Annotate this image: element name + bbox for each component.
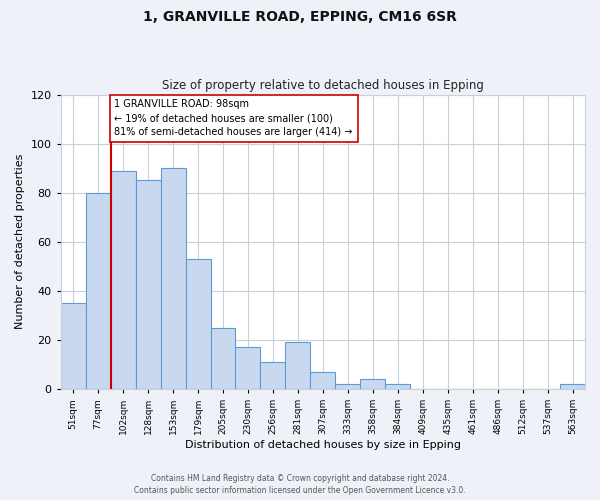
X-axis label: Distribution of detached houses by size in Epping: Distribution of detached houses by size …: [185, 440, 461, 450]
Text: 1, GRANVILLE ROAD, EPPING, CM16 6SR: 1, GRANVILLE ROAD, EPPING, CM16 6SR: [143, 10, 457, 24]
Text: Contains HM Land Registry data © Crown copyright and database right 2024.
Contai: Contains HM Land Registry data © Crown c…: [134, 474, 466, 495]
Bar: [161, 168, 185, 389]
Bar: [235, 348, 260, 389]
Bar: [560, 384, 585, 389]
Bar: [385, 384, 410, 389]
Bar: [335, 384, 361, 389]
Bar: [86, 192, 110, 389]
Bar: [361, 379, 385, 389]
Bar: [61, 303, 86, 389]
Text: 1 GRANVILLE ROAD: 98sqm
← 19% of detached houses are smaller (100)
81% of semi-d: 1 GRANVILLE ROAD: 98sqm ← 19% of detache…: [115, 100, 353, 138]
Bar: [185, 259, 211, 389]
Title: Size of property relative to detached houses in Epping: Size of property relative to detached ho…: [162, 79, 484, 92]
Bar: [136, 180, 161, 389]
Bar: [211, 328, 235, 389]
Bar: [310, 372, 335, 389]
Y-axis label: Number of detached properties: Number of detached properties: [15, 154, 25, 330]
Bar: [286, 342, 310, 389]
Bar: [110, 170, 136, 389]
Bar: [260, 362, 286, 389]
